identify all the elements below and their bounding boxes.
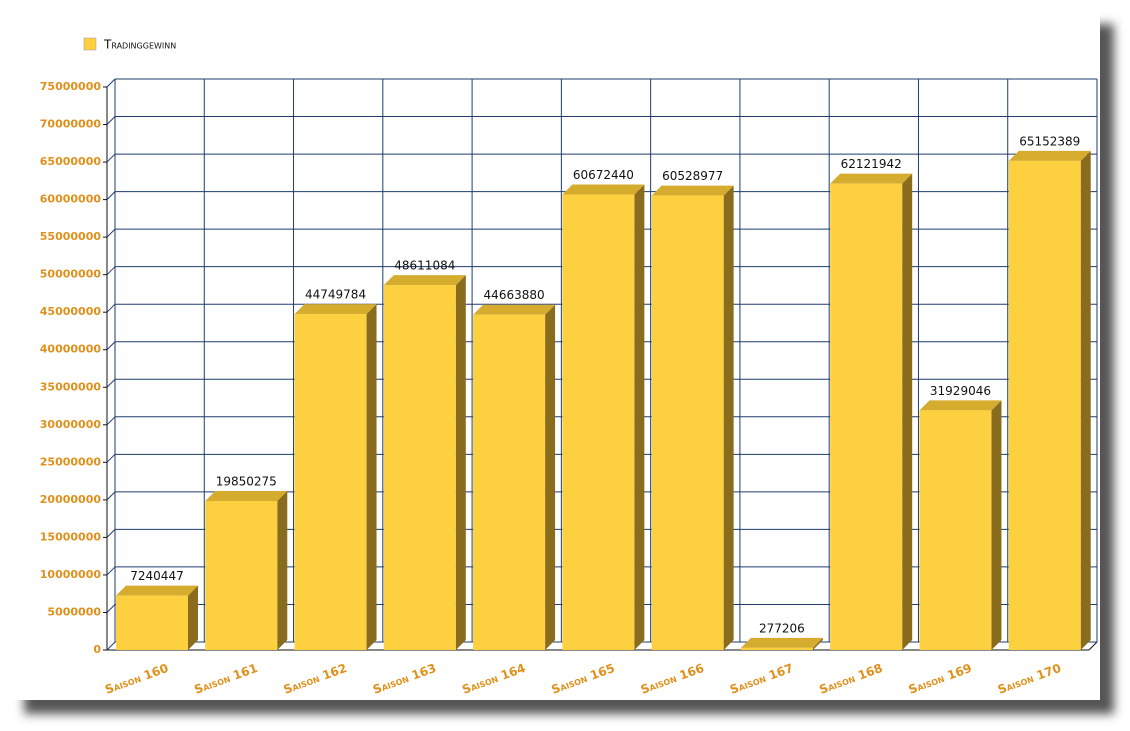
grid-line [106,341,116,351]
bar-top [919,400,1002,411]
legend-label: Tradinggewinn [103,38,176,52]
y-tick-label: 20000000 [40,493,102,506]
bar [473,314,546,650]
bar [830,183,903,650]
grid-line [106,153,116,163]
bar-top [562,184,645,195]
value-label: 62121942 [841,157,902,171]
grid-line [106,78,116,88]
bar-side [366,304,377,650]
bar-top [294,304,377,315]
value-label: 7240447 [130,569,183,583]
y-tick-label: 40000000 [40,343,102,356]
value-label: 44749784 [305,288,366,302]
grid-line [106,191,116,200]
bar-top [740,637,823,648]
bar-top [830,173,913,184]
legend: Tradinggewinn [83,37,176,52]
grid-line [106,378,116,388]
grid-line [106,453,116,463]
value-label: 44663880 [484,288,545,302]
legend-swatch [83,37,97,51]
bar [383,285,456,650]
bar-top [116,585,198,596]
grid-line [106,491,116,501]
y-tick-label: 35000000 [40,380,102,393]
y-tick-label: 25000000 [40,455,102,468]
grid-line [106,416,116,426]
bar [1008,160,1081,650]
y-tick-label: 75000000 [40,80,102,93]
bar-side [902,173,913,650]
grid-line [106,566,116,576]
bar [651,195,724,650]
bar [116,595,188,650]
value-label: 277206 [759,621,805,635]
bar [919,410,992,650]
bar-side [1080,150,1091,650]
bar-side [723,185,734,650]
value-label: 48611084 [394,259,455,273]
bar-side [188,585,198,650]
grid-line [106,529,116,538]
y-tick-label: 5000000 [47,605,101,618]
bar-top [205,490,288,501]
bar-side [812,637,823,650]
value-label: 60672440 [573,168,634,182]
y-tick-label: 15000000 [40,530,102,543]
bar-side [634,184,645,650]
grid-line [106,116,116,125]
y-tick-label: 30000000 [40,418,102,431]
bar [205,500,278,650]
y-tick-label: 0 [93,643,101,656]
y-tick-label: 45000000 [40,305,102,318]
bar-side [991,400,1002,650]
bar-top [383,275,466,286]
bar-side [455,275,466,650]
grid-line [106,641,116,651]
grid-line [106,266,116,276]
bar [294,314,367,650]
value-label: 65152389 [1019,134,1080,148]
value-label: 60528977 [662,169,723,183]
bar-top [473,304,556,315]
bar-side [277,490,288,650]
value-label: 19850275 [216,474,277,488]
y-tick-label: 70000000 [40,118,102,131]
y-tick-label: 55000000 [40,230,102,243]
bar [740,647,813,650]
y-tick-label: 65000000 [40,155,102,168]
bar [562,194,635,650]
bar-top [1008,150,1091,161]
grid-line [106,228,116,238]
y-tick-label: 10000000 [40,568,102,581]
bar-top [651,185,734,196]
floor-edge [1088,641,1098,651]
y-tick-label: 50000000 [40,268,102,281]
value-label: 31929046 [930,384,991,398]
y-tick-label: 60000000 [40,193,102,206]
grid-line [106,303,116,313]
bar-side [545,304,556,650]
grid-line [106,604,116,613]
